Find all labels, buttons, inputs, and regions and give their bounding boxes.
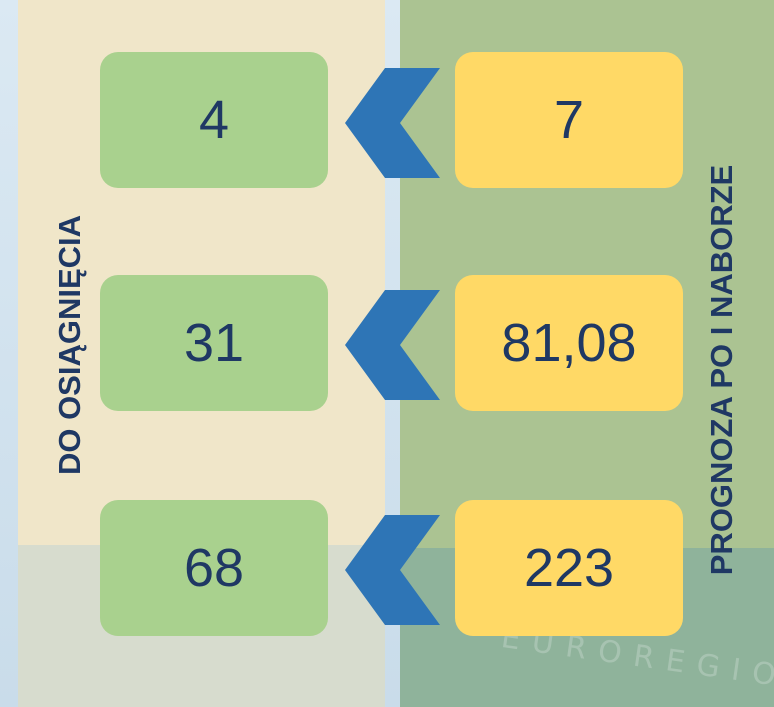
target-box: 4 [100, 52, 328, 188]
target-box: 68 [100, 500, 328, 636]
forecast-box: 7 [455, 52, 683, 188]
forecast-box: 223 [455, 500, 683, 636]
forecast-box: 81,08 [455, 275, 683, 411]
right-label: PROGNOZA PO I NABORZE [704, 164, 739, 576]
chevron-arrow [345, 515, 440, 625]
chevron-arrow [345, 290, 440, 400]
chevron-arrow [345, 68, 440, 178]
target-box: 31 [100, 275, 328, 411]
left-label: DO OSIĄGNIĘCIA [52, 214, 87, 476]
